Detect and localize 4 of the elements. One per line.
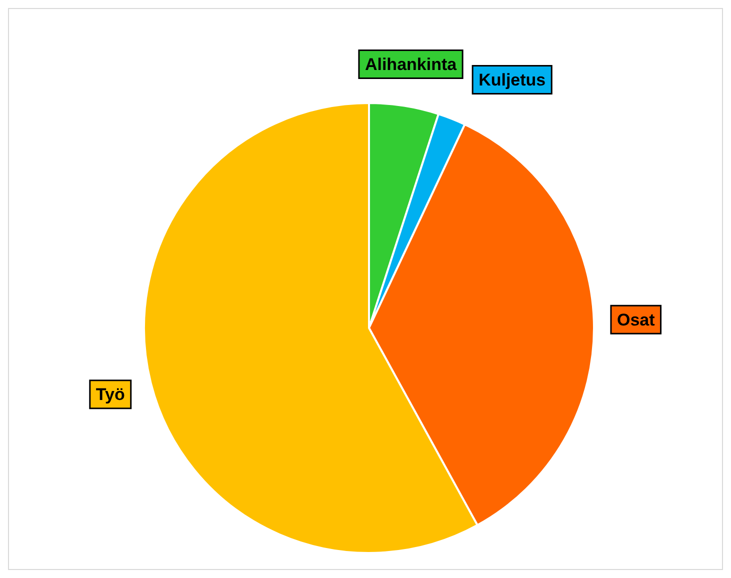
- slice-label: Kuljetus: [478, 70, 546, 90]
- slice-label: Osat: [616, 310, 656, 330]
- slice-label: Työ: [96, 385, 125, 404]
- slice-label: Alihankinta: [364, 54, 458, 74]
